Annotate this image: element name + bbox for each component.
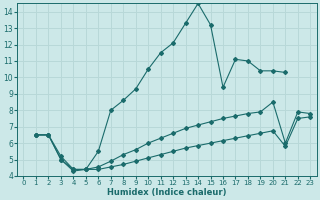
X-axis label: Humidex (Indice chaleur): Humidex (Indice chaleur): [107, 188, 227, 197]
